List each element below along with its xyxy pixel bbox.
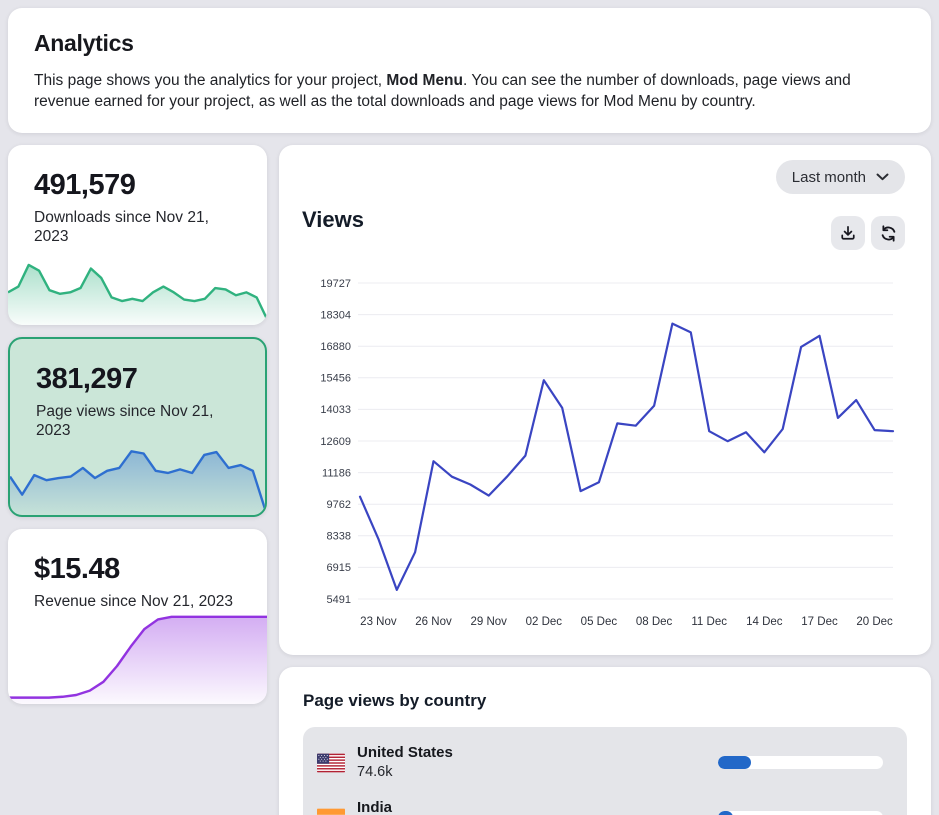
views-chart-title: Views	[302, 207, 364, 232]
x-tick-label: 26 Nov	[415, 616, 452, 628]
y-tick-label: 15456	[320, 373, 351, 385]
refresh-chart-button[interactable]	[871, 216, 905, 250]
x-tick-label: 14 Dec	[746, 616, 783, 628]
country-bar-fill	[718, 756, 751, 769]
views-chart-card: Last month Views 19727 18304 16880 15456 140…	[279, 145, 931, 655]
country-row-india: India	[303, 790, 907, 815]
date-range-label: Last month	[791, 168, 866, 186]
project-name: Mod Menu	[386, 72, 463, 89]
page-views-label: Page views since Nov 21, 2023	[36, 403, 214, 439]
page-header-card: Analytics This page shows you the analyt…	[8, 8, 931, 133]
sparkline-line	[8, 265, 267, 319]
country-row-united-states: United States 74.6k	[303, 735, 907, 790]
united-states-flag-icon	[317, 753, 345, 772]
x-tick-label: 29 Nov	[470, 616, 507, 628]
country-name: United States	[357, 744, 453, 761]
y-tick-label: 12609	[320, 436, 351, 448]
revenue-label: Revenue since Nov 21, 2023	[34, 593, 234, 610]
x-tick-label: 11 Dec	[691, 616, 727, 628]
india-flag-icon	[317, 808, 345, 815]
download-icon	[841, 226, 855, 240]
chart-actions	[831, 216, 905, 250]
y-tick-label: 19727	[320, 278, 351, 290]
country-texts: United States 74.6k	[357, 744, 453, 781]
x-tick-label: 23 Nov	[360, 616, 397, 628]
downloads-sparkline	[8, 247, 267, 325]
x-tick-label: 20 Dec	[856, 616, 893, 628]
page-title: Analytics	[34, 30, 134, 56]
sparkline-area	[10, 451, 265, 515]
description-text-before: This page shows you the analytics for yo…	[34, 72, 387, 89]
sparkline-area	[8, 264, 267, 325]
page-views-sparkline	[10, 437, 265, 515]
download-chart-button[interactable]	[831, 216, 865, 250]
views-line-chart: 19727 18304 16880 15456 14033 12609 11186 9762 8…	[320, 278, 895, 628]
stat-card-downloads[interactable]: 491,579 Downloads since Nov 21, 2023	[8, 145, 267, 325]
country-name: India	[357, 799, 393, 815]
y-tick-label: 18304	[320, 309, 351, 321]
country-views-card: Page views by country	[279, 667, 931, 815]
country-texts: India	[357, 799, 392, 815]
date-range-selector[interactable]: Last month	[775, 160, 905, 194]
description-text-after: . You can see the number of downloads, p…	[34, 72, 851, 110]
x-tick-label: 08 Dec	[636, 616, 673, 628]
y-tick-label: 16880	[320, 341, 351, 353]
stat-card-page-views[interactable]: 381,297 Page views since Nov 21, 2023	[8, 337, 267, 517]
country-page-views: 74.6k	[357, 764, 393, 780]
revenue-sparkline	[8, 609, 267, 704]
country-bar-track	[718, 811, 883, 815]
x-tick-label: 17 Dec	[801, 616, 838, 628]
country-bar-fill	[718, 811, 733, 815]
views-series-line	[358, 322, 895, 591]
revenue-amount: $15.48	[34, 553, 120, 585]
country-views-title: Page views by country	[303, 691, 487, 710]
country-bar-track	[718, 756, 883, 769]
refresh-icon	[881, 224, 895, 242]
x-tick-label: 02 Dec	[526, 616, 563, 628]
sparkline-line	[10, 451, 265, 509]
chevron-down-icon	[876, 173, 889, 181]
y-tick-label: 5491	[327, 594, 351, 606]
sparkline-line	[8, 617, 267, 698]
page-description: This page shows you the analytics for yo…	[34, 71, 905, 113]
downloads-label: Downloads since Nov 21, 2023	[34, 209, 209, 245]
stat-card-revenue[interactable]: $15.48 Revenue since Nov 21, 2023	[8, 529, 267, 704]
downloads-count: 491,579	[34, 169, 136, 201]
y-tick-label: 8338	[327, 531, 351, 543]
page-views-count: 381,297	[36, 363, 138, 395]
y-tick-label: 6915	[327, 562, 351, 574]
country-list: United States 74.6k India	[303, 727, 907, 815]
y-tick-label: 14033	[320, 404, 351, 416]
sparkline-area	[8, 616, 267, 704]
y-tick-label: 9762	[327, 499, 351, 511]
y-tick-label: 11186	[322, 467, 351, 479]
x-tick-label: 05 Dec	[581, 616, 618, 628]
